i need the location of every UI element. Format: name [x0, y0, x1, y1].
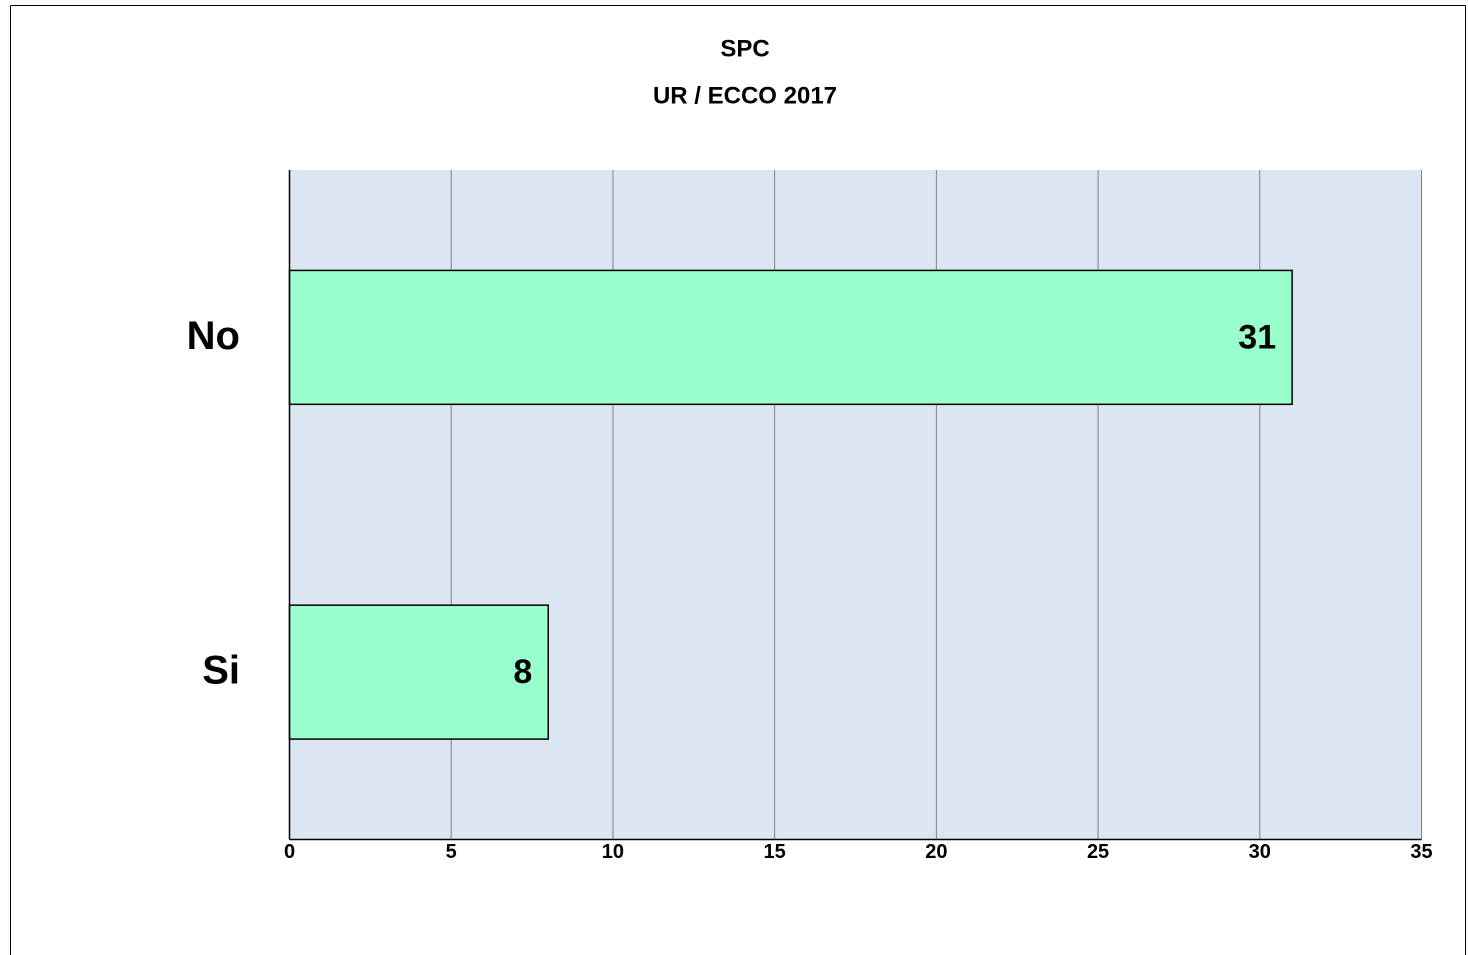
x-tick-label: 10 — [602, 841, 624, 863]
x-tick-label: 30 — [1249, 841, 1271, 863]
y-tick-label: No — [187, 314, 240, 358]
x-tick-label: 25 — [1087, 841, 1109, 863]
chart-title: SPC — [720, 35, 769, 62]
bar — [288, 604, 549, 740]
chart-subtitle: UR / ECCO 2017 — [653, 82, 837, 109]
x-tick-label: 35 — [1410, 841, 1432, 863]
data-label: 31 — [1238, 318, 1276, 356]
x-tick-label: 20 — [925, 841, 947, 863]
data-label: 8 — [513, 653, 532, 691]
x-tick-label: 0 — [284, 841, 295, 863]
x-tick-label: 5 — [446, 841, 457, 863]
bar — [288, 269, 1293, 406]
x-tick-label: 15 — [764, 841, 786, 863]
y-tick-label: Si — [202, 649, 240, 693]
